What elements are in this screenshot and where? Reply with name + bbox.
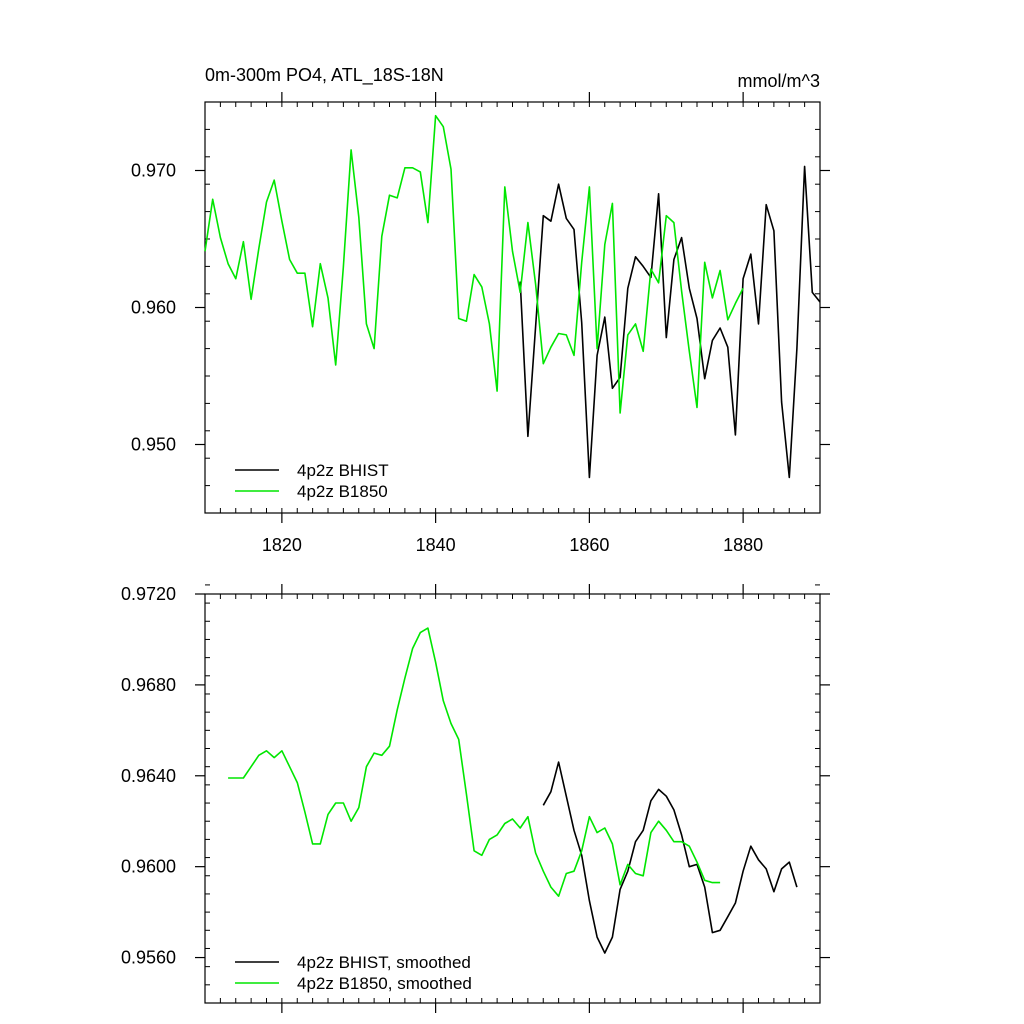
series-line-1 [542,761,798,954]
top-panel: 0m-300m PO4, ATL_18S-18N mmol/m^3 1820 18… [131,65,830,555]
y-tick-label: 0.950 [131,435,176,455]
bottom-axes: 0.9560 0.9600 0.9640 0.9680 0.9720 [121,584,830,1013]
plot-frame [204,101,821,514]
x-tick-label: 1840 [416,535,456,555]
y-tick-label: 0.9720 [121,584,176,604]
y-tick-label: 0.970 [131,161,176,181]
y-tick-label: 0.9680 [121,675,176,695]
bottom-legend: 4p2z BHIST, smoothed 4p2z B1850, smoothed [235,953,472,993]
bottom-panel: 0.9560 0.9600 0.9640 0.9680 0.9720 4p2z BHIS… [121,584,830,1013]
y-tick-label: 0.9640 [121,766,176,786]
top-panel-units: mmol/m^3 [738,71,820,91]
plot-frame [204,593,821,1004]
x-tick-label: 1880 [723,535,763,555]
y-tick-label: 0.9600 [121,857,176,877]
legend-label: 4p2z B1850, smoothed [297,974,472,993]
x-tick-label: 1820 [262,535,302,555]
y-tick-label: 0.9560 [121,948,176,968]
legend-label: 4p2z BHIST, smoothed [297,953,471,972]
legend-label: 4p2z BHIST [297,461,389,480]
top-plot-area [204,114,821,479]
legend-label: 4p2z B1850 [297,482,388,501]
top-panel-title: 0m-300m PO4, ATL_18S-18N [205,65,444,86]
top-legend: 4p2z BHIST 4p2z B1850 [235,461,389,501]
series-line-1 [519,165,821,479]
series-line-2 [204,114,744,414]
top-axes: 1820 1840 1860 1880 0.950 0.960 0.970 [131,92,830,555]
series-line-2 [228,627,721,898]
x-tick-label: 1860 [569,535,609,555]
bottom-plot-area [228,627,798,954]
y-tick-label: 0.960 [131,298,176,318]
